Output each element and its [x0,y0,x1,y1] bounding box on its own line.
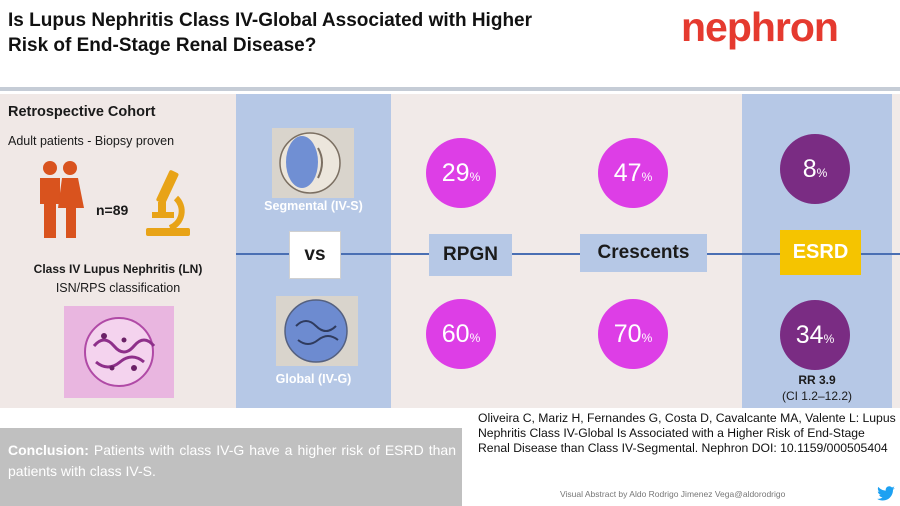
title-line-1: Is Lupus Nephritis Class IV-Global Assoc… [8,10,533,31]
cohort-title: Retrospective Cohort [8,104,156,120]
crescents-global-value: 70 [613,319,642,348]
nephron-logo: nephron [681,4,839,50]
title-line-2: Risk of End-Stage Renal Disease? [8,35,317,56]
crescents-global-bubble: 70% [598,299,668,369]
esrd-segmental-bubble: 8% [780,134,850,204]
segmental-glomerulus-image [272,128,354,198]
esrd-label: ESRD [780,230,861,275]
crescents-segmental-bubble: 47% [598,138,668,208]
crescents-label: Crescents [580,234,707,272]
vs-box: vs [289,231,341,279]
patients-icon [40,161,84,238]
footer-credit: Visual Abstract by Aldo Rodrigo Jimenez … [560,489,786,499]
rpgn-segmental-value: 29 [441,158,470,187]
twitter-icon [877,486,895,501]
esrd-global-value: 34 [795,320,824,349]
rpgn-segmental-bubble: 29% [426,138,496,208]
conclusion-text: Conclusion: Patients with class IV-G hav… [8,440,456,482]
cohort-subtitle: Adult patients - Biopsy proven [8,134,175,148]
relative-risk: RR 3.9 [798,373,836,387]
global-glomerulus-image [276,296,358,366]
crescents-segmental-value: 47 [613,158,642,187]
class-title: Class IV Lupus Nephritis (LN) [33,262,203,276]
conclusion-panel [0,428,462,506]
page-title: Is Lupus Nephritis Class IV-Global Assoc… [8,8,648,58]
global-label: Global (IV-G) [275,372,352,386]
segmental-label: Segmental (IV-S) [264,199,363,213]
microscope-icon [146,170,190,236]
histology-image [64,306,174,398]
rpgn-label: RPGN [429,234,512,276]
conclusion-body: Patients with class IV-G have a higher r… [8,442,456,479]
pct-symbol: % [641,170,653,184]
confidence-interval: (CI 1.2–12.2) [781,389,853,403]
pct-symbol: % [816,166,828,180]
citation: Oliveira C, Mariz H, Fernandes G, Costa … [478,411,896,455]
pct-symbol: % [641,331,653,345]
classification-label: ISN/RPS classification [55,281,181,295]
pct-symbol: % [469,170,481,184]
sample-size: n=89 [96,202,129,218]
header-divider [0,87,900,91]
pct-symbol: % [823,332,835,346]
divider-line [236,253,900,255]
rpgn-global-bubble: 60% [426,299,496,369]
conclusion-label: Conclusion: [8,442,89,458]
esrd-segmental-value: 8 [802,154,817,183]
rpgn-global-value: 60 [441,319,470,348]
pct-symbol: % [469,331,481,345]
esrd-global-bubble: 34% [780,300,850,370]
